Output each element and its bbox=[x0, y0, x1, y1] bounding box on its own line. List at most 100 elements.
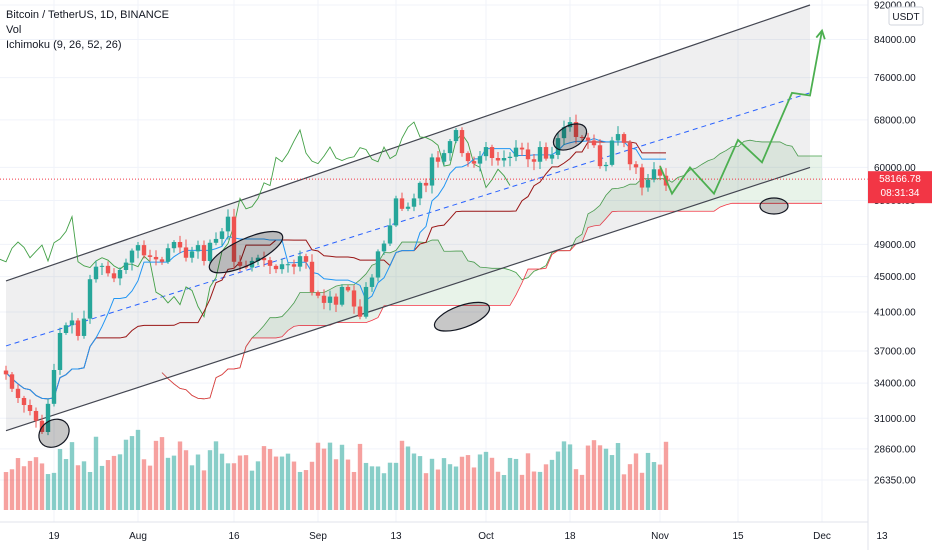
volume-bar-63 bbox=[381, 473, 387, 510]
candle-body-104 bbox=[627, 142, 633, 165]
cloud-segment-57 bbox=[504, 268, 510, 306]
cloud-segment-91 bbox=[708, 158, 714, 212]
candle-body-23 bbox=[141, 245, 147, 256]
volume-bar-54 bbox=[327, 442, 333, 510]
time-tick-9: Dec bbox=[813, 531, 831, 542]
time-tick-0: 19 bbox=[48, 531, 60, 542]
volume-bar-109 bbox=[657, 464, 663, 510]
last-price-label: 58166.78 bbox=[879, 174, 921, 185]
cloud-segment-17 bbox=[264, 317, 270, 338]
symbol-title[interactable]: Bitcoin / TetherUS, 1D, BINANCE bbox=[6, 9, 170, 21]
volume-bar-49 bbox=[297, 471, 303, 510]
cloud-segment-69 bbox=[576, 234, 582, 245]
volume-bar-66 bbox=[399, 440, 405, 510]
candle-body-21 bbox=[129, 250, 135, 263]
cloud-segment-74 bbox=[606, 188, 612, 219]
cloud-segment-54 bbox=[486, 267, 492, 306]
volume-bar-88 bbox=[531, 471, 537, 510]
cloud-segment-42 bbox=[414, 242, 420, 306]
volume-bar-72 bbox=[435, 469, 441, 510]
time-tick-7: Nov bbox=[651, 531, 669, 542]
candle-body-16 bbox=[99, 265, 105, 267]
cloud-segment-90 bbox=[702, 160, 708, 212]
volume-bar-27 bbox=[165, 457, 171, 510]
candle-body-3 bbox=[21, 397, 27, 406]
channel-mid-line bbox=[5, 92, 811, 347]
candle-body-31 bbox=[189, 251, 195, 258]
candle-body-15 bbox=[93, 266, 99, 280]
volume-bar-12 bbox=[75, 465, 81, 510]
cloud-segment-50 bbox=[462, 251, 468, 306]
candle-body-52 bbox=[315, 292, 321, 296]
highlight-ellipse-0 bbox=[38, 418, 70, 448]
candle-body-65 bbox=[393, 198, 399, 226]
plot-area[interactable] bbox=[0, 0, 868, 522]
volume-bar-51 bbox=[309, 461, 315, 510]
volume-bar-33 bbox=[201, 470, 207, 510]
candle-body-28 bbox=[171, 242, 177, 249]
volume-bar-100 bbox=[603, 448, 609, 510]
candle-body-79 bbox=[477, 156, 483, 164]
volume-bar-46 bbox=[279, 456, 285, 510]
volume-bar-43 bbox=[261, 446, 267, 510]
volume-bar-83 bbox=[501, 474, 507, 510]
currency-badge[interactable]: USDT bbox=[888, 6, 924, 26]
grid bbox=[0, 0, 868, 522]
candle-body-44 bbox=[267, 260, 273, 266]
drawings bbox=[0, 28, 868, 448]
candle-body-84 bbox=[507, 156, 513, 159]
candle-body-18 bbox=[111, 273, 117, 279]
volume-bar-13 bbox=[81, 461, 87, 510]
volume-bar-56 bbox=[339, 444, 345, 510]
volume-bar-91 bbox=[549, 459, 555, 510]
candle-body-42 bbox=[255, 257, 261, 261]
cloud-segment-103 bbox=[780, 141, 786, 204]
cloud-segment-70 bbox=[582, 213, 588, 243]
cloud-segment-58 bbox=[510, 269, 516, 306]
candle-body-14 bbox=[87, 279, 93, 319]
candle-body-83 bbox=[501, 158, 507, 161]
chart-legend: Bitcoin / TetherUS, 1D, BINANCE Vol Ichi… bbox=[6, 8, 169, 53]
volume-bar-24 bbox=[147, 465, 153, 510]
volume-bar-82 bbox=[495, 471, 501, 510]
volume-bar-103 bbox=[621, 474, 627, 510]
time-tick-8: 15 bbox=[732, 531, 744, 542]
volume-bar-101 bbox=[609, 455, 615, 510]
candle-body-101 bbox=[609, 140, 615, 165]
candle-body-12 bbox=[75, 320, 81, 336]
volume-bar-34 bbox=[207, 450, 213, 510]
cloud-segment-48 bbox=[450, 251, 456, 306]
volume-bar-106 bbox=[639, 472, 645, 510]
candle-body-66 bbox=[399, 198, 405, 209]
price-tick-9: 37000.00 bbox=[874, 347, 916, 358]
candle-body-30 bbox=[183, 247, 189, 258]
candle-body-71 bbox=[429, 157, 435, 186]
ichimoku-legend[interactable]: Ichimoku (9, 26, 52, 26) bbox=[6, 39, 122, 51]
volume-bar-108 bbox=[651, 462, 657, 510]
volume-bar-68 bbox=[411, 453, 417, 510]
candle-body-93 bbox=[561, 127, 567, 139]
cloud-segment-23 bbox=[300, 292, 306, 326]
candle-body-87 bbox=[525, 149, 531, 160]
volume-bar-65 bbox=[393, 462, 399, 510]
cloud-segment-25 bbox=[312, 292, 318, 326]
candle-body-53 bbox=[321, 295, 327, 303]
cloud-segment-56 bbox=[498, 268, 504, 306]
candle-body-29 bbox=[177, 242, 183, 248]
currency-label: USDT bbox=[892, 12, 919, 23]
volume-bar-6 bbox=[39, 463, 45, 510]
volume-bar-5 bbox=[33, 457, 39, 510]
volume-bar-107 bbox=[645, 452, 651, 510]
cloud-segment-38 bbox=[390, 250, 396, 306]
candle-body-92 bbox=[555, 138, 561, 155]
cloud-segment-76 bbox=[618, 186, 624, 212]
volume-bar-75 bbox=[453, 466, 459, 510]
candle-body-98 bbox=[591, 140, 597, 146]
price-axis: 92000.00 84000.00 76000.00 68000.00 60000.00… bbox=[874, 1, 916, 487]
candle-body-4 bbox=[27, 405, 33, 411]
volume-legend[interactable]: Vol bbox=[6, 24, 22, 36]
candle-body-61 bbox=[369, 277, 375, 287]
cloud-segment-72 bbox=[594, 205, 600, 226]
candle-body-69 bbox=[417, 182, 423, 199]
